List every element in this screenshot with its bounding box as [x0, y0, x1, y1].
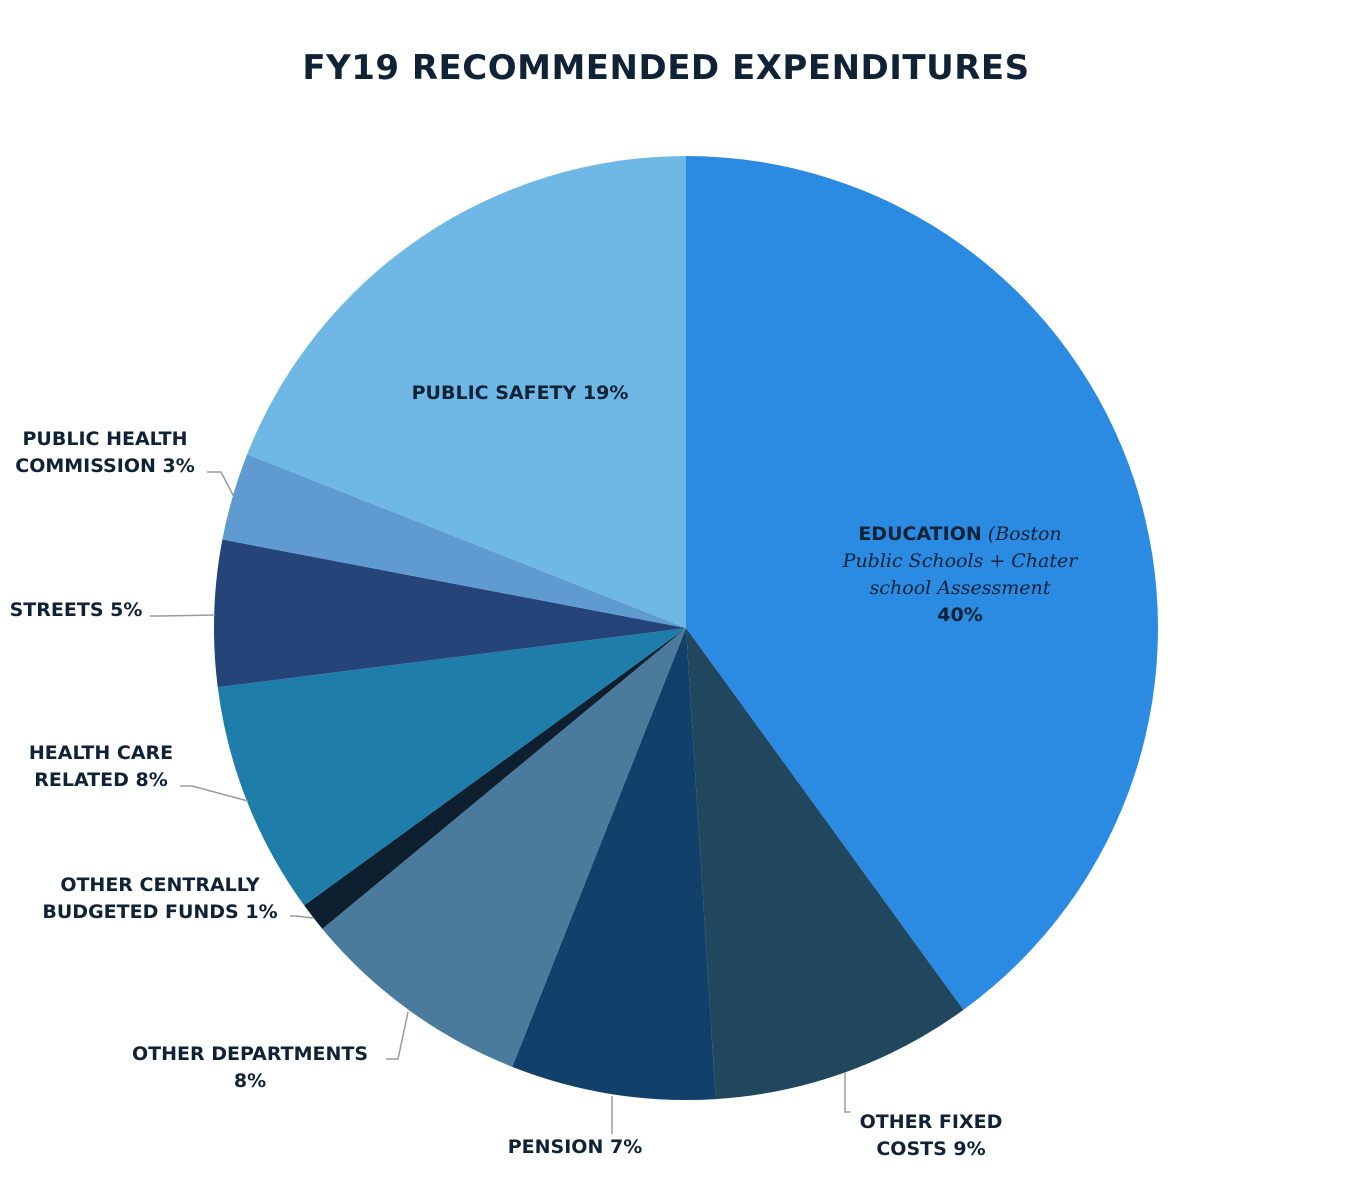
slice-label-other-centrally-budgeted-funds: OTHER CENTRALLY	[60, 874, 260, 896]
leader-line-other-departments	[386, 1011, 409, 1060]
chart-title: FY19 RECOMMENDED EXPENDITURES	[302, 48, 1030, 88]
slice-labels: EDUCATION (Boston Public Schools + Chater…	[10, 382, 1080, 1160]
slice-label-health-care-related: HEALTH CARE	[29, 742, 173, 764]
leader-lines	[150, 471, 850, 1134]
slice-label-other-centrally-budgeted-funds: BUDGETED FUNDS 1%	[42, 901, 277, 923]
leader-line-public-health-commission	[207, 471, 235, 498]
slice-label-public-safety: PUBLIC SAFETY 19%	[412, 382, 629, 404]
slice-label-detail: school Assessment	[870, 577, 1051, 599]
slice-label-health-care-related: RELATED 8%	[34, 769, 168, 791]
slice-label-other-fixed-costs: OTHER FIXED	[860, 1111, 1003, 1133]
slice-label-other-departments: OTHER DEPARTMENTS	[132, 1043, 368, 1065]
leader-line-other-centrally-budgeted-funds	[290, 915, 314, 919]
slice-label-detail: (Boston	[982, 523, 1062, 545]
pie-slice-education	[686, 156, 1158, 1010]
leader-line-health-care-related	[180, 785, 249, 802]
pie-slice-public-safety	[247, 156, 686, 628]
slice-label-detail: Public Schools + Chater	[842, 550, 1080, 572]
pie-slice-other-fixed-costs	[686, 628, 964, 1100]
slice-label-public-health-commission: COMMISSION 3%	[15, 455, 195, 477]
pie-slice-other-centrally-budgeted-funds	[304, 628, 686, 929]
slice-label-other-departments: 8%	[234, 1070, 266, 1092]
slice-label-streets: STREETS 5%	[10, 599, 143, 621]
slice-label-pension: PENSION 7%	[508, 1136, 642, 1158]
pie-slices	[213, 156, 1158, 1100]
pie-slice-other-departments	[322, 628, 686, 1067]
pie-slice-public-health-commission	[222, 454, 686, 628]
slice-label-public-health-commission: PUBLIC HEALTH	[23, 428, 188, 450]
pie-slice-pension	[512, 628, 716, 1100]
slice-label-name: EDUCATION	[858, 523, 981, 545]
leader-line-streets	[150, 614, 216, 617]
pie-slice-streets	[213, 539, 686, 688]
slice-label-education: EDUCATION (Boston	[858, 523, 1061, 545]
slice-label-percent: 40%	[937, 604, 982, 626]
slice-label-other-fixed-costs: COSTS 9%	[876, 1138, 985, 1160]
leader-line-other-fixed-costs	[844, 1072, 850, 1113]
pie-slice-health-care-related	[217, 628, 686, 906]
